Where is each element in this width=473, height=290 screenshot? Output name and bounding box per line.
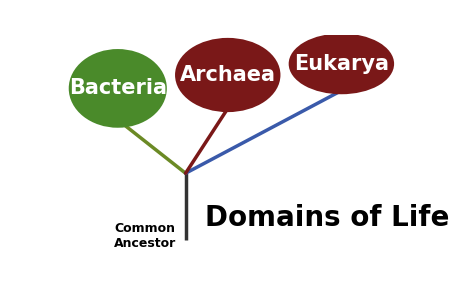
Text: Domains of Life: Domains of Life [204,204,449,232]
Ellipse shape [290,35,393,93]
Text: Eukarya: Eukarya [294,54,389,74]
Ellipse shape [176,39,279,111]
Text: Common
Ancestor: Common Ancestor [114,222,176,250]
Text: Bacteria: Bacteria [69,78,167,98]
Ellipse shape [70,50,166,126]
Text: Archaea: Archaea [180,65,276,85]
